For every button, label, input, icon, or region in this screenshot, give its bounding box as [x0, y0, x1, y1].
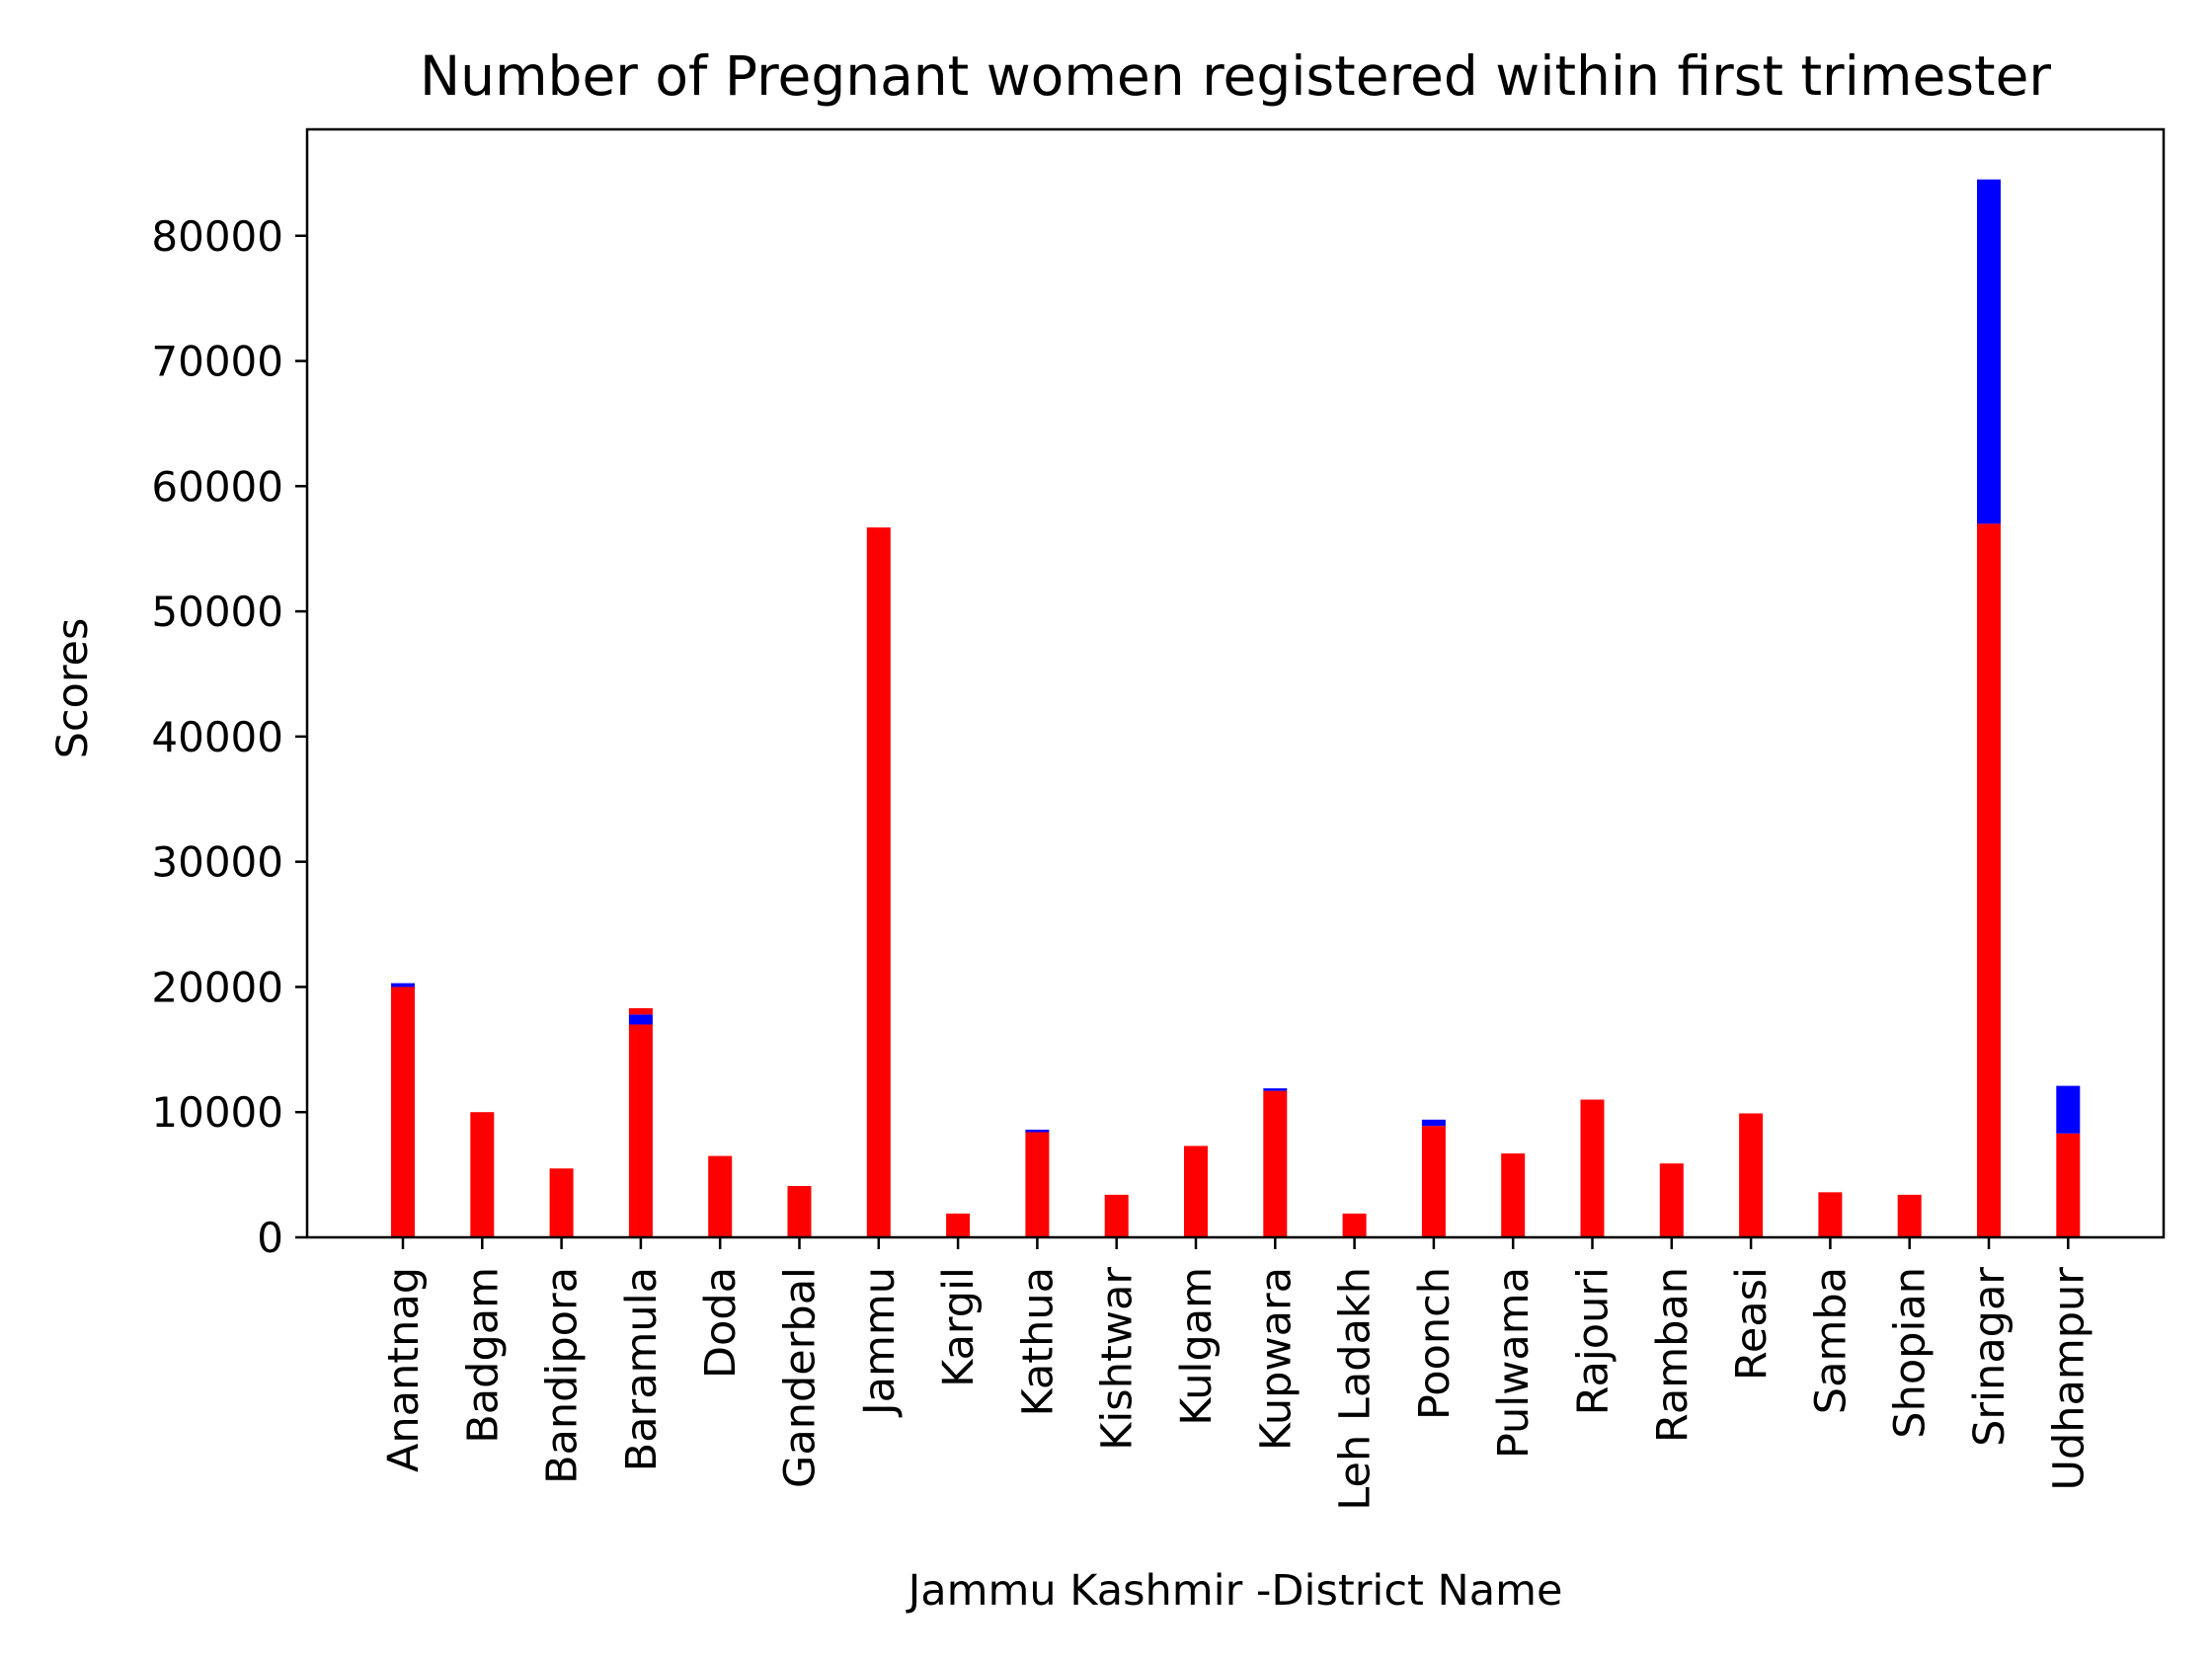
bar-poonch-segment-1	[1421, 1126, 1446, 1237]
x-tick-label: Kishtwar	[1093, 1267, 1143, 1451]
x-tick-label: Shopian	[1886, 1267, 1936, 1439]
x-tick-label: Kupwara	[1251, 1267, 1301, 1451]
bar-kupwara-segment-1	[1263, 1090, 1288, 1237]
x-tick-label: Jammu	[855, 1267, 905, 1418]
x-tick-label: Kathua	[1013, 1267, 1063, 1417]
x-tick-label: Rajouri	[1569, 1267, 1619, 1415]
bar-doda-segment-1	[708, 1155, 733, 1237]
y-tick-label: 70000	[151, 338, 283, 386]
x-axis: Anantnag Badgam Bandipora Baramula Doda Gande…	[379, 1237, 2094, 1511]
bar-kulgam-segment-1	[1184, 1146, 1208, 1237]
bar-anantnag-segment-1	[391, 987, 415, 1237]
bar-anantnag-segment-2	[391, 983, 415, 988]
bar-ramban-segment-1	[1659, 1163, 1684, 1237]
y-tick-label: 60000	[151, 462, 283, 511]
bar-badgam-segment-1	[470, 1112, 495, 1237]
x-tick-label: Anantnag	[379, 1267, 429, 1472]
y-axis: 0 10000 20000 30000 40000 50000 60000 70000 8000…	[151, 212, 307, 1262]
bar-kathua-segment-1	[1025, 1132, 1050, 1237]
bar-baramula-segment-1	[628, 1024, 653, 1237]
x-tick-label: Reasi	[1727, 1267, 1777, 1381]
bar-kargil-segment-1	[946, 1213, 971, 1237]
chart-title: Number of Pregnant women registered with…	[420, 44, 2051, 108]
bar-udhampur-segment-2	[2056, 1085, 2081, 1134]
bar-jammu-segment-1	[866, 527, 891, 1237]
bar-srinagar-segment-2	[1977, 179, 2001, 524]
x-tick-label: Ramban	[1648, 1267, 1698, 1443]
bars-layer	[391, 179, 2081, 1237]
y-tick-label: 40000	[151, 713, 283, 761]
y-tick-label: 20000	[151, 963, 283, 1011]
x-tick-label: Kargil	[934, 1267, 984, 1387]
x-tick-label: Samba	[1806, 1267, 1856, 1414]
plot-frame	[305, 127, 2166, 1239]
y-tick-label: 30000	[151, 838, 283, 887]
bar-reasi-segment-1	[1739, 1113, 1764, 1237]
x-tick-label: Badgam	[458, 1267, 508, 1444]
x-axis-label: Jammu Kashmir -District Name	[906, 1566, 1563, 1616]
y-tick-label: 50000	[151, 588, 283, 636]
bar-shopian-segment-1	[1897, 1194, 1922, 1237]
y-tick-label: 10000	[151, 1088, 283, 1137]
bar-kathua-segment-2	[1025, 1129, 1050, 1133]
x-tick-label: Bandipora	[538, 1267, 588, 1484]
bar-bandipora-segment-1	[549, 1168, 574, 1237]
bar-leh-ladakh-segment-1	[1342, 1213, 1367, 1237]
x-tick-label: Srinagar	[1965, 1267, 2014, 1447]
x-tick-label: Baramula	[617, 1267, 667, 1471]
x-tick-label: Udhampur	[2044, 1267, 2094, 1491]
x-tick-label: Leh Ladakh	[1331, 1267, 1381, 1511]
bar-rajouri-segment-1	[1580, 1099, 1605, 1237]
x-tick-label: Kulgam	[1172, 1267, 1222, 1426]
x-tick-label: Doda	[696, 1267, 746, 1379]
bar-ganderbal-segment-1	[787, 1186, 812, 1237]
bar-kupwara-segment-2	[1263, 1088, 1288, 1091]
y-axis-label: Scores	[48, 618, 98, 759]
bar-udhampur-segment-1	[2056, 1133, 2081, 1237]
x-tick-label: Ganderbal	[776, 1267, 826, 1488]
x-tick-label: Poonch	[1410, 1267, 1460, 1420]
bar-kishtwar-segment-1	[1104, 1194, 1129, 1237]
bar-pulwama-segment-1	[1501, 1153, 1526, 1237]
y-tick-label: 0	[257, 1214, 283, 1262]
x-tick-label: Pulwama	[1489, 1267, 1539, 1459]
bar-poonch-segment-2	[1421, 1119, 1446, 1127]
bar-baramula-segment-3	[628, 1007, 653, 1015]
bar-baramula-segment-2	[628, 1014, 653, 1025]
y-tick-label: 80000	[151, 212, 283, 261]
bar-samba-segment-1	[1818, 1192, 1843, 1237]
bar-srinagar-segment-1	[1977, 523, 2001, 1237]
